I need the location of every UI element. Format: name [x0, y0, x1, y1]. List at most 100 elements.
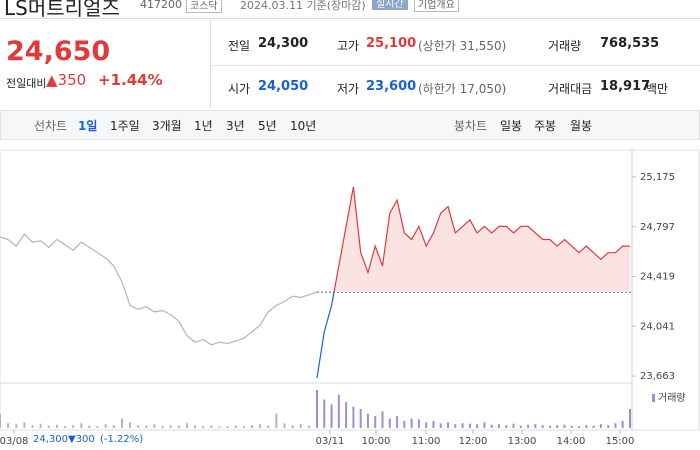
date: 2024.03.11 기준(장마감)	[240, 0, 366, 12]
x-tick-label: 14:00	[557, 436, 586, 447]
volume-bar	[468, 423, 471, 428]
stat-note: (하한가 17,050)	[418, 82, 507, 96]
chart-frame	[0, 149, 700, 431]
volume-bar	[23, 422, 26, 428]
realtime-button[interactable]: 실시간	[372, 0, 408, 10]
stat-label: 시가	[228, 82, 251, 96]
volume-bar	[250, 425, 253, 428]
stat-value: 18,917	[600, 79, 651, 94]
period-tab[interactable]: 5년	[258, 119, 277, 133]
volume-bar	[330, 404, 333, 428]
candle-period-tab[interactable]: 일봉	[500, 119, 523, 133]
volume-bar	[137, 425, 140, 428]
volume-bar	[275, 413, 278, 428]
x-tick-label: 10:00	[362, 436, 391, 447]
volume-bar	[621, 420, 624, 428]
volume-bar	[592, 425, 595, 428]
candle-period-tab[interactable]: 월봉	[570, 119, 593, 133]
volume-bar	[352, 406, 355, 428]
volume-bar	[417, 419, 420, 428]
volume-bar	[476, 424, 479, 428]
volume-bar	[31, 425, 34, 428]
change: ▲350	[46, 71, 87, 89]
volume-bar	[366, 413, 369, 428]
volume-bar	[388, 418, 391, 428]
volume-bar	[505, 425, 508, 428]
tab-bar	[0, 110, 700, 140]
x-tick-label: 03/08	[0, 436, 28, 447]
volume-bar	[88, 425, 91, 428]
volume-bar	[242, 426, 245, 428]
divider	[210, 20, 211, 108]
volume-bar	[234, 425, 237, 428]
volume-bar	[381, 411, 384, 428]
today-line-up	[333, 186, 630, 293]
stock-code: 417200	[140, 0, 182, 11]
period-tab[interactable]: 1주일	[110, 119, 140, 133]
footer-price: 24,300	[33, 434, 68, 445]
volume-bar	[439, 423, 442, 428]
line-chart-tab[interactable]: 선차트	[34, 119, 68, 133]
candle-chart-tab[interactable]: 봉차트	[454, 119, 488, 133]
volume-bar	[283, 423, 286, 428]
stat-label: 거래량	[548, 39, 582, 53]
change-rate: +1.44%	[98, 71, 163, 89]
period-tab[interactable]: 3년	[226, 119, 245, 133]
stat-note: (상한가 31,550)	[418, 39, 507, 53]
volume-bar	[185, 423, 188, 428]
volume-bar	[359, 409, 362, 428]
volume-bar	[570, 425, 573, 428]
volume-bar	[218, 426, 221, 428]
volume-bar	[202, 426, 205, 428]
volume-bar	[374, 416, 377, 428]
stat-label: 고가	[337, 39, 360, 53]
volume-bar	[299, 424, 302, 428]
volume-bar	[629, 409, 631, 428]
volume-legend: 거래량	[658, 392, 686, 404]
volume-bar	[104, 424, 107, 428]
volume-bar	[39, 423, 42, 428]
volume-bar	[259, 424, 262, 428]
volume-bar	[534, 424, 537, 428]
volume-bar	[323, 399, 326, 428]
stat-value: 24,300	[258, 36, 309, 51]
candle-period-tab[interactable]: 주봉	[534, 119, 557, 133]
volume-bar	[345, 401, 348, 428]
volume-bar	[563, 424, 566, 428]
volume-bar	[548, 425, 551, 428]
period-tab[interactable]: 1일	[78, 119, 98, 133]
volume-bar	[210, 425, 213, 428]
volume-bar	[129, 422, 132, 428]
volume-bar	[483, 422, 486, 428]
period-tab[interactable]: 10년	[290, 119, 317, 133]
divider	[0, 18, 700, 19]
volume-bar	[337, 394, 340, 428]
y-tick-label: 24,419	[640, 272, 675, 283]
volume-legend-swatch	[652, 394, 655, 402]
previous-day-line	[0, 233, 318, 346]
volume-bar	[169, 425, 172, 428]
volume-bar	[0, 413, 1, 428]
volume-bar	[585, 425, 588, 428]
stat-value: 25,100	[366, 36, 417, 51]
stock-name: LS머트리얼즈	[4, 0, 120, 20]
y-tick-label: 25,175	[640, 172, 675, 183]
volume-bar	[307, 425, 310, 428]
x-tick-label: 13:00	[508, 436, 537, 447]
overview-button[interactable]: 기업개요	[414, 0, 459, 12]
volume-bar	[512, 423, 515, 428]
volume-bar	[425, 422, 428, 428]
today-area	[334, 186, 630, 293]
volume-bar	[120, 418, 123, 428]
period-tab[interactable]: 1년	[194, 119, 213, 133]
volume-bar	[541, 425, 544, 428]
volume-bar	[15, 424, 18, 428]
volume-bar	[410, 418, 413, 428]
market-tag: 코스닥	[186, 0, 222, 13]
volume-bar	[72, 425, 75, 428]
volume-bar	[396, 416, 399, 428]
x-tick-label: 12:00	[459, 436, 488, 447]
period-tab[interactable]: 3개월	[152, 119, 182, 133]
volume-bar	[194, 425, 197, 428]
